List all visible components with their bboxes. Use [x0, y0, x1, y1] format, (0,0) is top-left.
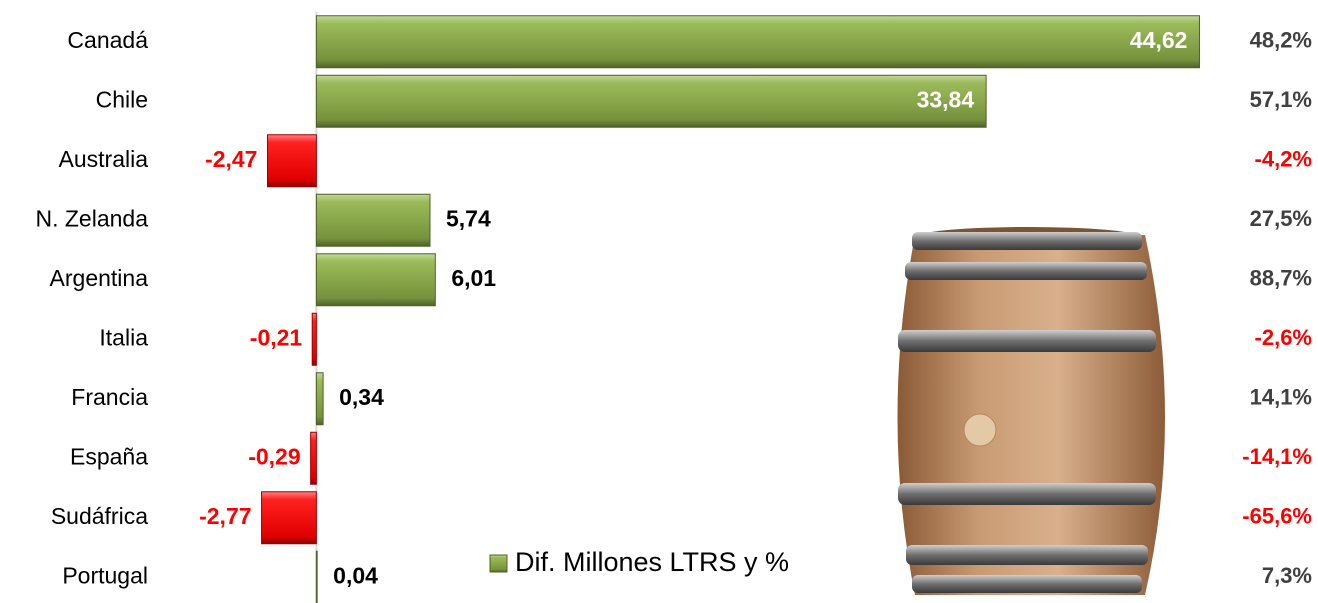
- bar: [315, 550, 318, 603]
- bar: [315, 253, 436, 307]
- value-label: 5,74: [446, 205, 491, 231]
- legend-swatch: [489, 554, 508, 573]
- value-label: -2,77: [199, 503, 251, 529]
- percentage-label: -2,6%: [1255, 325, 1312, 350]
- category-label: N. Zelanda: [35, 205, 148, 231]
- category-label: Francia: [71, 384, 148, 410]
- value-label: -0,29: [248, 443, 300, 469]
- percentage-label: 48,2%: [1250, 28, 1312, 53]
- category-label: Portugal: [62, 562, 148, 588]
- value-label: 0,34: [339, 384, 384, 410]
- percentage-label: 14,1%: [1250, 385, 1312, 410]
- percentage-label: -4,2%: [1255, 147, 1312, 172]
- category-label: Sudáfrica: [51, 503, 148, 529]
- value-label: 0,04: [333, 562, 378, 588]
- bar: [315, 74, 987, 128]
- category-label: Argentina: [50, 265, 149, 291]
- category-label: Australia: [59, 146, 149, 172]
- bar: [311, 312, 317, 366]
- category-label: Canadá: [67, 27, 148, 53]
- value-label: 44,62: [1130, 27, 1188, 53]
- value-label: 6,01: [451, 265, 496, 291]
- bar: [315, 193, 431, 247]
- percentage-label: 88,7%: [1250, 266, 1312, 291]
- value-label: -0,21: [250, 324, 303, 350]
- percentage-label: 57,1%: [1250, 87, 1312, 112]
- legend-label: Dif. Millones LTRS y %: [515, 547, 789, 577]
- category-label: Italia: [99, 324, 148, 350]
- percentage-label: -14,1%: [1242, 444, 1312, 469]
- bar: [261, 491, 317, 545]
- barrel: [897, 227, 1165, 595]
- percentage-label: 7,3%: [1262, 563, 1312, 588]
- category-label: España: [70, 443, 148, 469]
- value-label: -2,47: [205, 146, 257, 172]
- category-label: Chile: [96, 86, 148, 112]
- percentage-label: -65,6%: [1242, 504, 1312, 529]
- bar: [266, 134, 317, 188]
- bar: [310, 431, 317, 485]
- percentage-label: 27,5%: [1250, 206, 1312, 231]
- bar: [315, 15, 1200, 69]
- bar: [315, 372, 324, 426]
- value-label: 33,84: [917, 86, 975, 112]
